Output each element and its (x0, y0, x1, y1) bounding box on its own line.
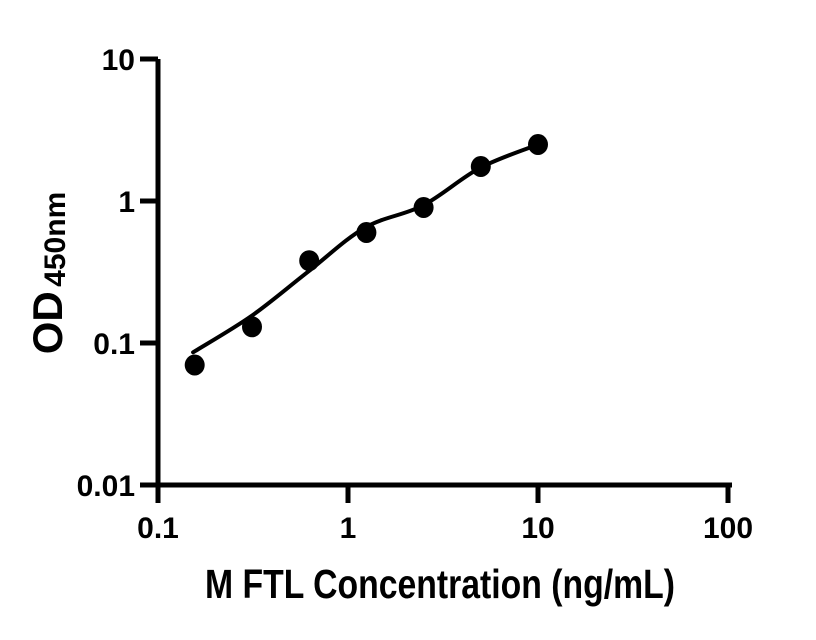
x-axis-title: M FTL Concentration (ng/mL) (205, 561, 675, 607)
x-tick-label: 100 (703, 512, 753, 545)
x-tick-label: 0.1 (137, 512, 179, 545)
data-point (242, 316, 262, 338)
x-axis-tick-labels: 0.1 1 10 100 (137, 512, 753, 545)
y-tick-label: 0.01 (77, 470, 135, 503)
data-points (184, 134, 548, 376)
y-tick-label: 10 (102, 44, 135, 77)
data-point (528, 134, 548, 155)
data-point (299, 250, 320, 272)
data-point (184, 354, 205, 376)
x-tick-label: 1 (340, 512, 357, 545)
x-tick-label: 10 (521, 512, 554, 545)
y-axis-ticks (140, 56, 158, 488)
y-tick-label: 0.1 (93, 328, 135, 361)
x-axis-ticks (155, 485, 731, 503)
data-point (470, 156, 491, 177)
y-axis-title-main: OD (24, 291, 71, 354)
y-axis-title-subscript: 450nm (39, 192, 72, 287)
data-point (413, 197, 434, 218)
y-tick-label: 1 (118, 186, 135, 219)
y-axis-title: OD 450nm (24, 192, 72, 355)
y-axis-tick-labels: 10 1 0.1 0.01 (77, 44, 135, 503)
data-point (356, 222, 377, 243)
